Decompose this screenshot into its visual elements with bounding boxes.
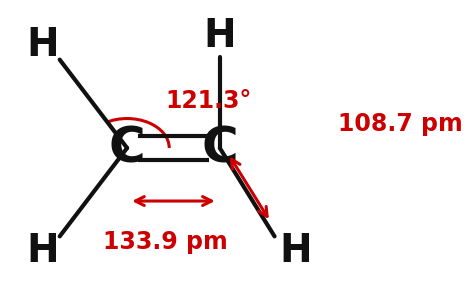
Text: 133.9 pm: 133.9 pm [103,230,228,254]
Text: H: H [27,232,59,270]
Text: 121.3°: 121.3° [165,89,251,113]
Text: 108.7 pm: 108.7 pm [338,112,463,136]
Text: H: H [279,232,312,270]
Text: H: H [203,17,236,55]
Text: H: H [27,26,59,64]
Text: C: C [109,124,146,172]
Text: C: C [201,124,238,172]
